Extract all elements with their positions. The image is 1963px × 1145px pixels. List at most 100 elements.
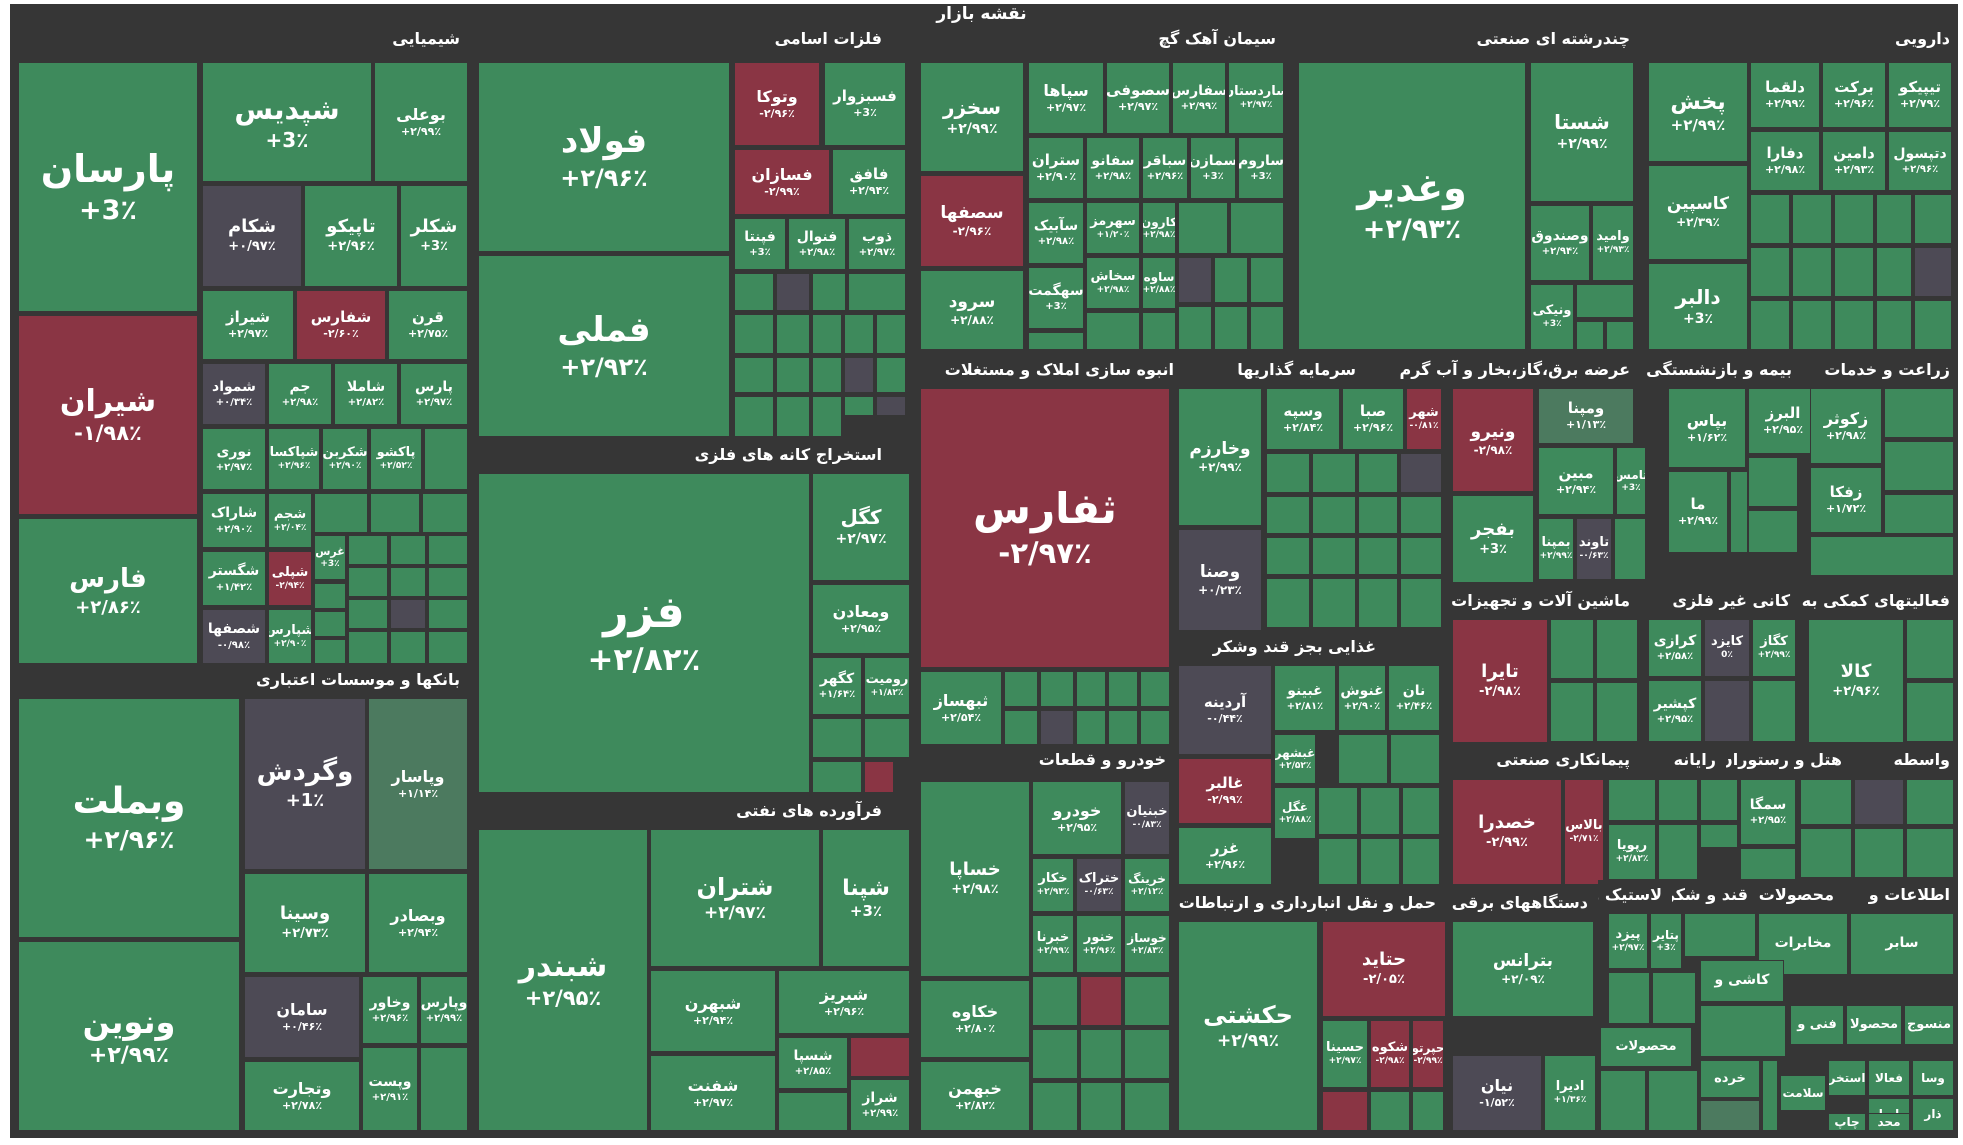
- small-stock-tile[interactable]: [1596, 619, 1638, 679]
- stock-tile[interactable]: وسا: [1912, 1060, 1954, 1096]
- stock-tile[interactable]: نان +۲/۴۶٪: [1388, 665, 1440, 731]
- stock-tile[interactable]: سلامت: [1780, 1075, 1826, 1111]
- small-stock-tile[interactable]: [812, 314, 842, 354]
- stock-tile[interactable]: چاپ: [1828, 1113, 1866, 1131]
- stock-tile[interactable]: فارس +۲/۸۶٪: [18, 518, 198, 664]
- small-stock-tile[interactable]: [1658, 779, 1698, 821]
- small-stock-tile[interactable]: [812, 357, 842, 393]
- small-stock-tile[interactable]: [1214, 306, 1248, 350]
- small-stock-tile[interactable]: [1318, 787, 1358, 835]
- stock-tile[interactable]: حپرتو -۲/۹۹٪: [1412, 1020, 1444, 1088]
- stock-tile[interactable]: سهگمت +3٪: [1028, 267, 1084, 329]
- stock-tile[interactable]: شپلی -۲/۹۴٪: [268, 551, 312, 606]
- stock-tile[interactable]: دلقما +۲/۹۹٪: [1750, 62, 1820, 128]
- stock-tile[interactable]: شصفها -۰/۹۸٪: [202, 609, 266, 664]
- stock-tile[interactable]: محصولا: [1846, 1005, 1902, 1045]
- stock-tile[interactable]: وامید +۲/۹۳٪: [1592, 205, 1634, 281]
- small-stock-tile[interactable]: [1792, 300, 1832, 350]
- small-stock-tile[interactable]: [1700, 1005, 1786, 1057]
- small-stock-tile[interactable]: [428, 599, 468, 629]
- stock-tile[interactable]: وگردش +1٪: [244, 698, 366, 870]
- stock-tile[interactable]: شبندر +۲/۹۵٪: [478, 829, 648, 1131]
- stock-tile[interactable]: غبینو +۲/۸۱٪: [1274, 665, 1336, 731]
- small-stock-tile[interactable]: [1400, 453, 1442, 493]
- small-stock-tile[interactable]: [1906, 828, 1954, 878]
- stock-tile[interactable]: فنوال +۲/۹۸٪: [788, 218, 846, 270]
- stock-tile[interactable]: ذار: [1912, 1098, 1954, 1131]
- stock-tile[interactable]: ومعادن +۲/۹۵٪: [812, 584, 910, 654]
- stock-tile[interactable]: وسپه +۲/۸۴٪: [1266, 388, 1340, 450]
- small-stock-tile[interactable]: [1040, 671, 1074, 707]
- small-stock-tile[interactable]: [1076, 671, 1106, 707]
- stock-tile[interactable]: مبین +۲/۹۴٪: [1538, 447, 1614, 515]
- stock-tile[interactable]: وخارزم +۲/۹۹٪: [1178, 388, 1262, 526]
- stock-tile[interactable]: ثبهساز +۲/۵۴٪: [920, 671, 1002, 745]
- small-stock-tile[interactable]: [1792, 194, 1832, 244]
- small-stock-tile[interactable]: [1390, 734, 1440, 784]
- small-stock-tile[interactable]: [1370, 1091, 1410, 1131]
- stock-tile[interactable]: سپاها +۲/۹۷٪: [1028, 62, 1104, 134]
- stock-tile[interactable]: سرود +۲/۸۸٪: [920, 270, 1024, 350]
- stock-tile[interactable]: تاپیکو +۲/۹۶٪: [304, 185, 398, 287]
- stock-tile[interactable]: غنوش +۲/۹۰٪: [1338, 665, 1386, 731]
- stock-tile[interactable]: شجم +۲/۰۴٪: [268, 493, 312, 548]
- small-stock-tile[interactable]: [1318, 838, 1358, 885]
- small-stock-tile[interactable]: [734, 314, 774, 354]
- small-stock-tile[interactable]: [844, 314, 874, 354]
- small-stock-tile[interactable]: [1004, 710, 1038, 745]
- stock-tile[interactable]: البرز +۲/۹۵٪: [1748, 388, 1818, 454]
- small-stock-tile[interactable]: [844, 357, 874, 393]
- small-stock-tile[interactable]: [1800, 828, 1852, 878]
- stock-tile[interactable]: شبریز +۲/۹۶٪: [778, 970, 910, 1034]
- small-stock-tile[interactable]: [422, 493, 468, 533]
- stock-tile[interactable]: فعالا: [1868, 1060, 1910, 1096]
- stock-tile[interactable]: دالبر +3٪: [1648, 263, 1748, 350]
- small-stock-tile[interactable]: [390, 535, 426, 565]
- stock-tile[interactable]: شهر -۰/۸۱٪: [1406, 388, 1442, 450]
- stock-tile[interactable]: کپشیر +۲/۹۵٪: [1648, 680, 1702, 742]
- small-stock-tile[interactable]: [1400, 578, 1442, 628]
- small-stock-tile[interactable]: [1178, 306, 1212, 350]
- small-stock-tile[interactable]: [1322, 1091, 1368, 1131]
- stock-tile[interactable]: دفارا +۲/۹۸٪: [1750, 131, 1820, 191]
- stock-tile[interactable]: وصنا +۰/۲۳٪: [1178, 529, 1262, 631]
- stock-tile[interactable]: ونیرو -۲/۹۸٪: [1452, 388, 1534, 492]
- small-stock-tile[interactable]: [776, 357, 810, 393]
- stock-tile[interactable]: حسینا +۲/۹۷٪: [1322, 1020, 1368, 1088]
- small-stock-tile[interactable]: [1400, 537, 1442, 575]
- stock-tile[interactable]: سمازن +3٪: [1190, 137, 1236, 199]
- stock-tile[interactable]: فنی و: [1790, 1005, 1844, 1045]
- small-stock-tile[interactable]: [1576, 321, 1604, 350]
- stock-tile[interactable]: شکوه -۲/۹۸٪: [1370, 1020, 1410, 1088]
- stock-tile[interactable]: جم +۲/۹۸٪: [268, 363, 332, 425]
- small-stock-tile[interactable]: [1854, 779, 1904, 825]
- small-stock-tile[interactable]: [1608, 779, 1656, 821]
- stock-tile[interactable]: کگهر +۱/۶۴٪: [812, 657, 862, 715]
- small-stock-tile[interactable]: [1750, 194, 1790, 244]
- small-stock-tile[interactable]: [348, 567, 388, 597]
- stock-tile[interactable]: فزر +۲/۸۲٪: [478, 473, 810, 793]
- stock-tile[interactable]: ختراک -۰/۶۳٪: [1076, 858, 1122, 912]
- stock-tile[interactable]: شکام +۰/۹۷٪: [202, 185, 302, 287]
- stock-tile[interactable]: خکار +۲/۹۳٪: [1032, 858, 1074, 912]
- small-stock-tile[interactable]: [1906, 779, 1954, 825]
- small-stock-tile[interactable]: [1402, 787, 1440, 835]
- stock-tile[interactable]: ومپنا +۱/۱۳٪: [1538, 388, 1634, 444]
- stock-tile[interactable]: خوساز +۲/۸۳٪: [1124, 915, 1170, 973]
- stock-tile[interactable]: شپنا +3٪: [822, 829, 910, 967]
- small-stock-tile[interactable]: [1402, 838, 1440, 885]
- small-stock-tile[interactable]: [1080, 1082, 1122, 1131]
- stock-tile[interactable]: شفنت +۲/۹۷٪: [650, 1055, 776, 1131]
- small-stock-tile[interactable]: [734, 396, 774, 437]
- small-stock-tile[interactable]: [876, 314, 906, 354]
- small-stock-tile[interactable]: [1704, 680, 1750, 742]
- stock-tile[interactable]: رپویا +۲/۸۲٪: [1608, 824, 1656, 880]
- small-stock-tile[interactable]: [850, 1037, 910, 1077]
- small-stock-tile[interactable]: [428, 535, 468, 565]
- stock-tile[interactable]: رومیت +۱/۸۲٪: [864, 657, 910, 715]
- small-stock-tile[interactable]: [1250, 257, 1284, 303]
- stock-tile[interactable]: تایرا -۲/۹۸٪: [1452, 619, 1548, 743]
- stock-tile[interactable]: بوعلی +۲/۹۹٪: [374, 62, 468, 182]
- stock-tile[interactable]: پاکشو +۲/۵۲٪: [370, 428, 422, 490]
- small-stock-tile[interactable]: [1648, 1070, 1698, 1131]
